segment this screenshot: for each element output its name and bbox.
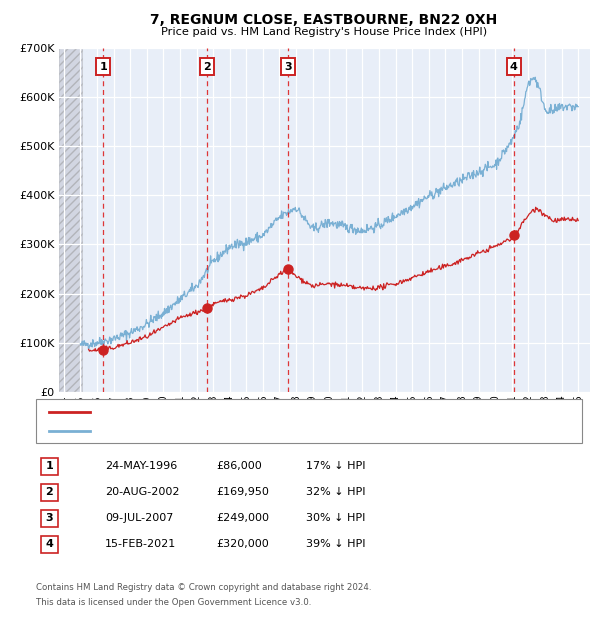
Text: 32% ↓ HPI: 32% ↓ HPI	[306, 487, 365, 497]
Text: 3: 3	[46, 513, 53, 523]
Text: £86,000: £86,000	[216, 461, 262, 471]
Text: 17% ↓ HPI: 17% ↓ HPI	[306, 461, 365, 471]
Text: 2: 2	[203, 61, 211, 72]
Text: 2: 2	[46, 487, 53, 497]
Bar	[59, 48, 82, 392]
Text: 20-AUG-2002: 20-AUG-2002	[105, 487, 179, 497]
Text: 7, REGNUM CLOSE, EASTBOURNE, BN22 0XH: 7, REGNUM CLOSE, EASTBOURNE, BN22 0XH	[151, 13, 497, 27]
Text: This data is licensed under the Open Government Licence v3.0.: This data is licensed under the Open Gov…	[36, 598, 311, 607]
Text: 1: 1	[100, 61, 107, 72]
Text: £249,000: £249,000	[216, 513, 269, 523]
Text: Price paid vs. HM Land Registry's House Price Index (HPI): Price paid vs. HM Land Registry's House …	[161, 27, 487, 37]
Text: 1: 1	[46, 461, 53, 471]
Text: 39% ↓ HPI: 39% ↓ HPI	[306, 539, 365, 549]
Text: 4: 4	[510, 61, 518, 72]
Text: 30% ↓ HPI: 30% ↓ HPI	[306, 513, 365, 523]
Text: £320,000: £320,000	[216, 539, 269, 549]
Text: £169,950: £169,950	[216, 487, 269, 497]
Text: 3: 3	[284, 61, 292, 72]
Text: HPI: Average price, detached house, Wealden: HPI: Average price, detached house, Weal…	[96, 426, 346, 436]
Text: 4: 4	[45, 539, 53, 549]
Text: 15-FEB-2021: 15-FEB-2021	[105, 539, 176, 549]
Text: 7, REGNUM CLOSE, EASTBOURNE, BN22 0XH (detached house): 7, REGNUM CLOSE, EASTBOURNE, BN22 0XH (d…	[96, 407, 442, 417]
Text: 24-MAY-1996: 24-MAY-1996	[105, 461, 177, 471]
Text: Contains HM Land Registry data © Crown copyright and database right 2024.: Contains HM Land Registry data © Crown c…	[36, 583, 371, 592]
Text: 09-JUL-2007: 09-JUL-2007	[105, 513, 173, 523]
